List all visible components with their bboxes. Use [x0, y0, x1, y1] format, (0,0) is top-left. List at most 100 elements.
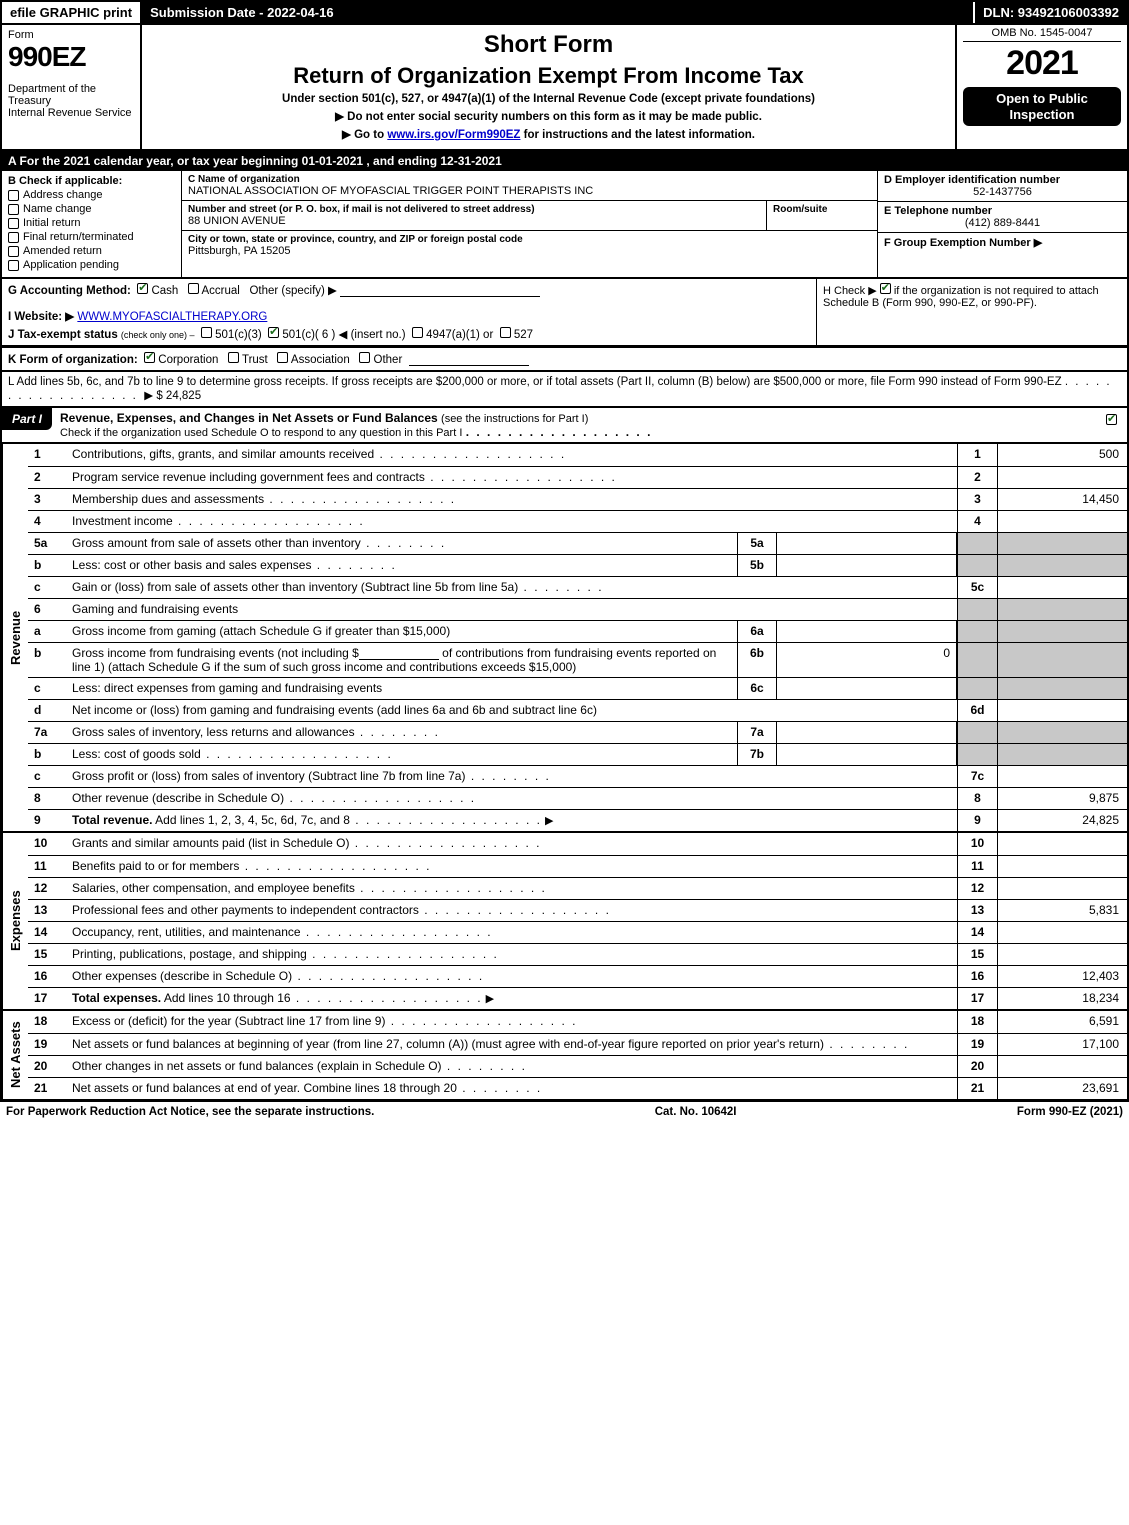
short-form-title: Short Form	[150, 31, 947, 59]
part-1-header: Part I Revenue, Expenses, and Changes in…	[0, 408, 1129, 444]
city-label: City or town, state or province, country…	[188, 234, 871, 245]
sub-val	[777, 555, 957, 576]
line-desc: Gross sales of inventory, less returns a…	[66, 722, 737, 743]
chk-association[interactable]	[277, 352, 288, 363]
line-6: 6 Gaming and fundraising events	[28, 598, 1127, 620]
efile-print-label[interactable]: efile GRAPHIC print	[2, 2, 142, 23]
sub-num: 7b	[737, 744, 777, 765]
chk-trust[interactable]	[228, 352, 239, 363]
line-num: b	[28, 555, 66, 576]
line-num: 10	[28, 833, 66, 855]
chk-schedule-b[interactable]	[880, 283, 891, 294]
section-b-title: B Check if applicable:	[8, 175, 175, 187]
line-rnum: 17	[957, 988, 997, 1009]
line-rval: 12,403	[997, 966, 1127, 987]
topbar-spacer	[344, 2, 974, 23]
block-bcdef: B Check if applicable: Address change Na…	[0, 171, 1129, 279]
chk-other-org[interactable]	[359, 352, 370, 363]
line-rval-shaded	[997, 744, 1127, 765]
line-desc: Occupancy, rent, utilities, and maintena…	[66, 922, 957, 943]
chk-initial-return[interactable]: Initial return	[8, 217, 175, 229]
g-other-blank[interactable]	[340, 285, 540, 297]
g-cash: Cash	[151, 285, 178, 297]
line-rnum: 6d	[957, 700, 997, 721]
line-rval: 500	[997, 444, 1127, 466]
form-number: 990EZ	[8, 41, 134, 73]
header-right: OMB No. 1545-0047 2021 Open to Public In…	[957, 25, 1127, 149]
line-rval	[997, 700, 1127, 721]
line-rval: 14,450	[997, 489, 1127, 510]
line-rval: 6,591	[997, 1011, 1127, 1033]
line-desc: Less: direct expenses from gaming and fu…	[66, 678, 737, 699]
street-row: Number and street (or P. O. box, if mail…	[182, 201, 767, 230]
sub-num: 6c	[737, 678, 777, 699]
j-501c3: 501(c)(3)	[215, 329, 262, 341]
line-rnum: 20	[957, 1056, 997, 1077]
chk-name-change[interactable]: Name change	[8, 203, 175, 215]
line-num: 1	[28, 444, 66, 466]
website-link[interactable]: WWW.MYOFASCIALTHERAPY.ORG	[77, 311, 267, 323]
line-num: a	[28, 621, 66, 642]
checkbox-icon	[8, 232, 19, 243]
line-7a: 7a Gross sales of inventory, less return…	[28, 721, 1127, 743]
street-value: 88 UNION AVENUE	[188, 215, 760, 227]
sub-val	[777, 533, 957, 554]
chk-4947[interactable]	[412, 327, 423, 338]
chk-application-pending[interactable]: Application pending	[8, 259, 175, 271]
line-desc: Net income or (loss) from gaming and fun…	[66, 700, 957, 721]
note-goto-post: for instructions and the latest informat…	[520, 129, 755, 141]
chk-accrual[interactable]	[188, 283, 199, 294]
line-rval	[997, 833, 1127, 855]
line-rnum-shaded	[957, 643, 997, 677]
line-13: 13 Professional fees and other payments …	[28, 899, 1127, 921]
l-amount: 24,825	[166, 390, 201, 402]
line-rnum: 9	[957, 810, 997, 831]
line-16: 16 Other expenses (describe in Schedule …	[28, 965, 1127, 987]
submission-date-label: Submission Date - 2022-04-16	[142, 2, 344, 23]
line-rval-shaded	[997, 722, 1127, 743]
chk-address-change[interactable]: Address change	[8, 189, 175, 201]
irs-link[interactable]: www.irs.gov/Form990EZ	[387, 129, 520, 141]
chk-final-return[interactable]: Final return/terminated	[8, 231, 175, 243]
line-6d: d Net income or (loss) from gaming and f…	[28, 699, 1127, 721]
chk-amended-return[interactable]: Amended return	[8, 245, 175, 257]
section-d: D Employer identification number 52-1437…	[878, 171, 1127, 202]
line-rnum-shaded	[957, 599, 997, 620]
line-15: 15 Printing, publications, postage, and …	[28, 943, 1127, 965]
line-rval: 18,234	[997, 988, 1127, 1009]
line-rnum: 18	[957, 1011, 997, 1033]
line-rnum: 2	[957, 467, 997, 488]
chk-501c[interactable]	[268, 327, 279, 338]
street-label: Number and street (or P. O. box, if mail…	[188, 204, 760, 215]
checkbox-icon	[8, 190, 19, 201]
chk-label: Final return/terminated	[23, 231, 134, 243]
chk-cash[interactable]	[137, 283, 148, 294]
line-desc: Less: cost or other basis and sales expe…	[66, 555, 737, 576]
sub-val	[777, 678, 957, 699]
checkbox-icon	[8, 260, 19, 271]
j-4947: 4947(a)(1) or	[426, 329, 493, 341]
k-other-blank[interactable]	[409, 354, 529, 366]
chk-label: Amended return	[23, 245, 102, 257]
line-rval-shaded	[997, 555, 1127, 576]
line-20: 20 Other changes in net assets or fund b…	[28, 1055, 1127, 1077]
part-1-checkbox[interactable]	[1096, 408, 1127, 434]
footer-left: For Paperwork Reduction Act Notice, see …	[6, 1106, 374, 1118]
sub-val: 0	[777, 643, 957, 677]
sub-val	[777, 744, 957, 765]
line-num: 8	[28, 788, 66, 809]
ein-value: 52-1437756	[884, 186, 1121, 198]
chk-527[interactable]	[500, 327, 511, 338]
org-name-label: C Name of organization	[188, 174, 871, 185]
chk-501c3[interactable]	[201, 327, 212, 338]
ledger-table: Revenue 1 Contributions, gifts, grants, …	[0, 444, 1129, 1101]
under-section: Under section 501(c), 527, or 4947(a)(1)…	[150, 93, 947, 105]
line-desc: Benefits paid to or for members	[66, 856, 957, 877]
line-rnum: 3	[957, 489, 997, 510]
part-1-title-text: Revenue, Expenses, and Changes in Net As…	[60, 411, 438, 425]
chk-corporation[interactable]	[144, 352, 155, 363]
line-num: b	[28, 643, 66, 677]
h-pre: H Check ▶	[823, 285, 880, 297]
line-desc: Other changes in net assets or fund bala…	[66, 1056, 957, 1077]
line-num: 9	[28, 810, 66, 831]
